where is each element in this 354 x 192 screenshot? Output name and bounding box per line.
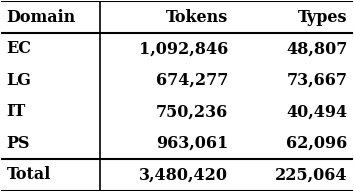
Text: PS: PS xyxy=(7,135,30,152)
Text: 48,807: 48,807 xyxy=(286,40,347,57)
Text: 40,494: 40,494 xyxy=(286,103,347,120)
Text: 225,064: 225,064 xyxy=(275,166,347,183)
Text: 1,092,846: 1,092,846 xyxy=(139,40,228,57)
Text: Types: Types xyxy=(298,9,347,26)
Text: 750,236: 750,236 xyxy=(156,103,228,120)
Text: 62,096: 62,096 xyxy=(286,135,347,152)
Text: Domain: Domain xyxy=(7,9,76,26)
Text: Tokens: Tokens xyxy=(166,9,228,26)
Text: IT: IT xyxy=(7,103,26,120)
Text: 73,667: 73,667 xyxy=(286,72,347,89)
Text: 674,277: 674,277 xyxy=(155,72,228,89)
Text: EC: EC xyxy=(7,40,32,57)
Text: 3,480,420: 3,480,420 xyxy=(139,166,228,183)
Text: 963,061: 963,061 xyxy=(156,135,228,152)
Text: LG: LG xyxy=(7,72,32,89)
Text: Total: Total xyxy=(7,166,51,183)
